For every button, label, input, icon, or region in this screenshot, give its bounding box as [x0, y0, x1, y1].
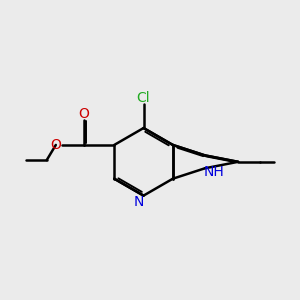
Text: N: N — [134, 195, 144, 209]
Text: O: O — [50, 138, 61, 152]
Text: Cl: Cl — [137, 91, 150, 105]
Text: NH: NH — [204, 165, 225, 179]
Text: O: O — [78, 106, 89, 121]
